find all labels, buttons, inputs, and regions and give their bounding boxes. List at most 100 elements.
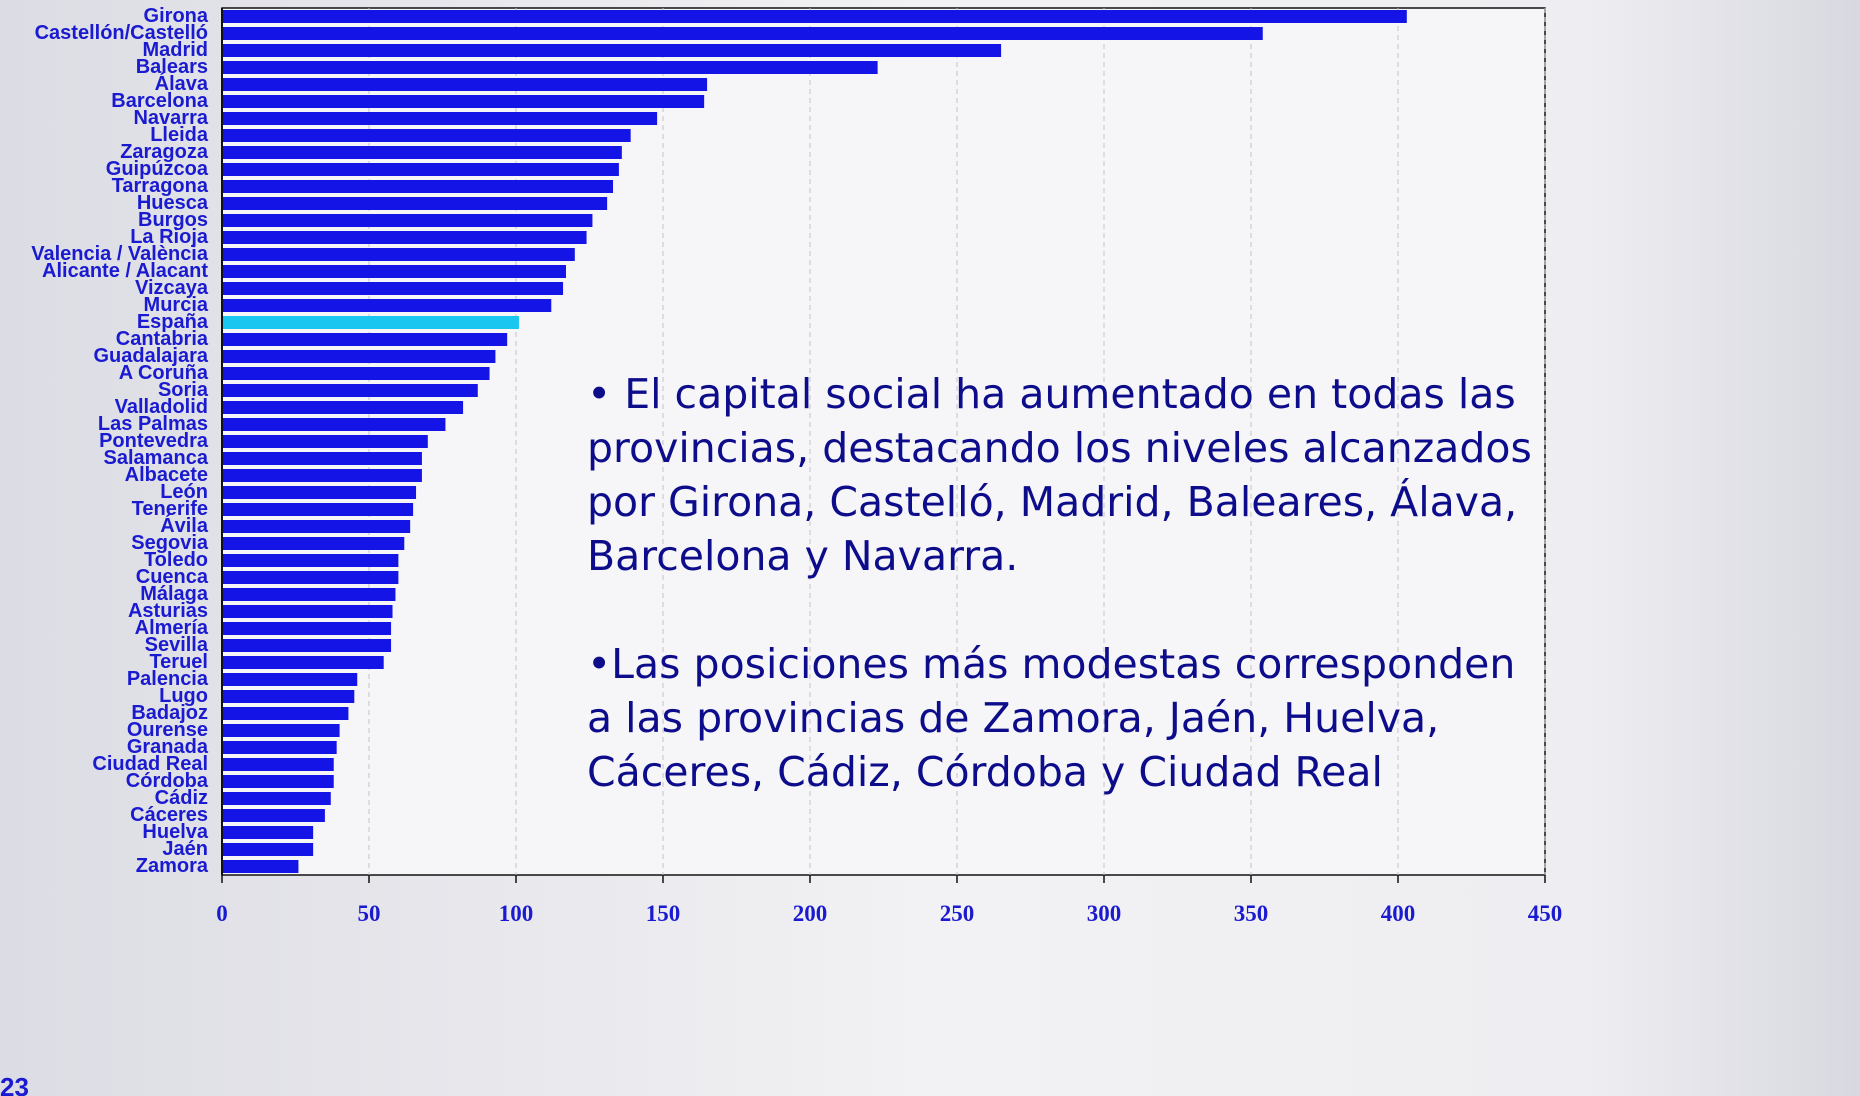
y-tick-label: Córdoba bbox=[126, 770, 209, 792]
y-tick-label: A Coruña bbox=[119, 362, 209, 384]
annotation-line: •Las posiciones más modestas corresponde… bbox=[587, 640, 1515, 688]
y-tick-label: Barcelona bbox=[111, 90, 209, 112]
y-tick-label: Ourense bbox=[127, 719, 208, 741]
y-tick-label: Lugo bbox=[159, 685, 208, 707]
y-tick-label: Cáceres bbox=[130, 804, 208, 826]
y-tick-label: Asturias bbox=[128, 600, 208, 622]
x-tick-label: 150 bbox=[646, 901, 681, 926]
bar bbox=[222, 10, 1407, 23]
bar bbox=[222, 401, 464, 414]
bar bbox=[222, 775, 334, 788]
bar bbox=[222, 367, 490, 380]
y-tick-label: Navarra bbox=[133, 107, 208, 129]
y-tick-label: Teruel bbox=[149, 651, 208, 673]
bar bbox=[222, 265, 566, 278]
y-tick-label: Cádiz bbox=[155, 787, 208, 809]
bar bbox=[222, 129, 631, 142]
x-tick-label: 100 bbox=[499, 901, 534, 926]
y-tick-label: Albacete bbox=[125, 464, 208, 486]
y-tick-label: Madrid bbox=[142, 39, 208, 61]
y-tick-label: Girona bbox=[144, 5, 209, 27]
bar bbox=[222, 95, 705, 108]
y-tick-label: Zamora bbox=[136, 855, 209, 877]
x-tick-label: 400 bbox=[1381, 901, 1416, 926]
bar bbox=[222, 537, 405, 550]
bar bbox=[222, 520, 411, 533]
bar bbox=[222, 758, 334, 771]
y-tick-label: La Rioja bbox=[130, 226, 209, 248]
annotation-line: a las provincias de Zamora, Jaén, Huelva… bbox=[587, 694, 1439, 742]
x-tick-label: 450 bbox=[1528, 901, 1563, 926]
y-tick-label: Murcia bbox=[144, 294, 209, 316]
y-tick-label: Sevilla bbox=[145, 634, 209, 656]
bar bbox=[222, 282, 564, 295]
y-tick-label: Salamanca bbox=[103, 447, 208, 469]
y-tick-label: Burgos bbox=[138, 209, 208, 231]
bar bbox=[222, 350, 496, 363]
bar bbox=[222, 44, 1002, 57]
slide-number: 23 bbox=[0, 1072, 29, 1096]
bar bbox=[222, 588, 396, 601]
annotation-line: Cáceres, Cádiz, Córdoba y Ciudad Real bbox=[587, 748, 1383, 796]
y-tick-label: Castellón/Castelló bbox=[35, 22, 208, 44]
y-tick-label: España bbox=[137, 311, 209, 333]
y-tick-label: Cantabria bbox=[116, 328, 209, 350]
bar bbox=[222, 673, 358, 686]
bar bbox=[222, 163, 619, 176]
y-tick-label: Soria bbox=[158, 379, 209, 401]
bar bbox=[222, 826, 314, 839]
annotation-line: Barcelona y Navarra. bbox=[587, 532, 1018, 580]
x-tick-label: 50 bbox=[358, 901, 381, 926]
y-tick-label: Toledo bbox=[144, 549, 208, 571]
bar bbox=[222, 180, 614, 193]
bar bbox=[222, 554, 399, 567]
y-tick-label: Alicante / Alacant bbox=[42, 260, 208, 282]
bar bbox=[222, 503, 414, 516]
y-tick-label: Guipúzcoa bbox=[106, 158, 209, 180]
x-tick-label: 300 bbox=[1087, 901, 1122, 926]
bar bbox=[222, 418, 446, 431]
bar bbox=[222, 248, 575, 261]
y-tick-label: Málaga bbox=[140, 583, 209, 605]
x-tick-label: 200 bbox=[793, 901, 828, 926]
y-tick-label: Valladolid bbox=[115, 396, 208, 418]
y-tick-label: Lleida bbox=[150, 124, 209, 146]
bar bbox=[222, 214, 593, 227]
bar bbox=[222, 78, 708, 91]
y-tick-label: Pontevedra bbox=[99, 430, 209, 452]
bar bbox=[222, 860, 299, 873]
bar bbox=[222, 571, 399, 584]
y-tick-label: Guadalajara bbox=[93, 345, 208, 367]
y-tick-label: Cuenca bbox=[136, 566, 209, 588]
bar bbox=[222, 452, 422, 465]
y-tick-label: Palencia bbox=[127, 668, 209, 690]
y-tick-label: Badajoz bbox=[131, 702, 208, 724]
bar bbox=[222, 384, 478, 397]
x-tick-label: 350 bbox=[1234, 901, 1269, 926]
y-tick-label: Zaragoza bbox=[120, 141, 209, 163]
bar bbox=[222, 435, 428, 448]
y-tick-label: Álava bbox=[155, 72, 209, 95]
bar bbox=[222, 656, 384, 669]
y-tick-label: Tarragona bbox=[112, 175, 209, 197]
x-tick-label: 0 bbox=[216, 901, 228, 926]
y-tick-label: Jaén bbox=[162, 838, 208, 860]
y-tick-label: Balears bbox=[136, 56, 208, 78]
bar bbox=[222, 486, 417, 499]
y-tick-label: Almería bbox=[135, 617, 209, 639]
bar bbox=[222, 605, 393, 618]
annotation-line: provincias, destacando los niveles alcan… bbox=[587, 424, 1532, 472]
y-tick-label: Segovia bbox=[131, 532, 209, 554]
bar bbox=[222, 724, 340, 737]
bar bbox=[222, 741, 337, 754]
bar bbox=[222, 707, 349, 720]
bar bbox=[222, 622, 392, 635]
bar bbox=[222, 197, 608, 210]
bar bbox=[222, 112, 658, 125]
y-tick-label: Las Palmas bbox=[98, 413, 208, 435]
bar bbox=[222, 469, 422, 482]
annotation-line: por Girona, Castelló, Madrid, Baleares, … bbox=[587, 478, 1517, 526]
y-tick-label: Huelva bbox=[142, 821, 208, 843]
bar bbox=[222, 27, 1263, 40]
